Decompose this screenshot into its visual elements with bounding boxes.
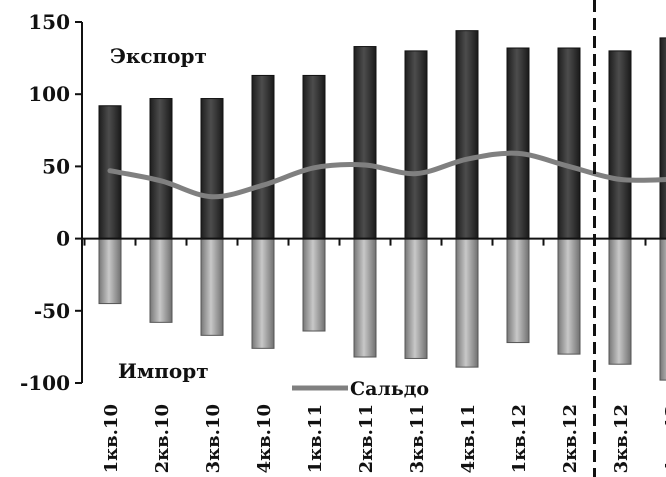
x-category-label-5: 1кв.11 xyxy=(305,404,326,473)
x-category-label-12: 4кв.12 xyxy=(662,404,666,473)
import-annotation: Импорт xyxy=(118,359,209,383)
legend: Сальдо xyxy=(292,378,429,400)
import-bar-10 xyxy=(557,238,581,355)
y-tick-label-1: 150 xyxy=(28,10,70,34)
x-category-label-3: 3кв.10 xyxy=(203,404,224,473)
x-category-label-11: 3кв.12 xyxy=(611,404,632,473)
export-bar-8 xyxy=(455,30,479,240)
export-bar-6 xyxy=(353,46,377,240)
import-bar-5 xyxy=(302,238,326,332)
export-bar-12 xyxy=(659,37,666,240)
export-bar-3 xyxy=(200,98,224,240)
y-tick-label-3: 50 xyxy=(42,154,70,178)
x-category-label-8: 4кв.11 xyxy=(458,404,479,473)
x-category-label-2: 2кв.10 xyxy=(152,404,173,473)
x-category-label-9: 1кв.12 xyxy=(509,404,530,473)
export-bar-2 xyxy=(149,98,173,240)
import-bar-8 xyxy=(455,238,479,368)
import-bar-4 xyxy=(251,238,275,349)
export-bar-5 xyxy=(302,74,326,240)
export-annotation: Экспорт xyxy=(110,44,207,68)
export-bar-7 xyxy=(404,50,428,240)
export-bar-10 xyxy=(557,47,581,240)
import-bar-7 xyxy=(404,238,428,359)
import-bar-3 xyxy=(200,238,224,336)
import-bar-11 xyxy=(608,238,632,365)
import-bar-12 xyxy=(659,238,666,381)
import-bar-1 xyxy=(98,238,122,305)
x-category-label-7: 3кв.11 xyxy=(407,404,428,473)
import-bar-9 xyxy=(506,238,530,344)
import-bar-6 xyxy=(353,238,377,358)
x-category-label-4: 4кв.10 xyxy=(254,404,275,473)
export-bar-9 xyxy=(506,47,530,240)
y-tick-label-5: -50 xyxy=(34,299,70,323)
x-category-label-10: 2кв.12 xyxy=(560,404,581,473)
legend-label-saldo: Сальдо xyxy=(350,378,429,400)
import-bar-2 xyxy=(149,238,173,323)
y-tick-label-6: -100 xyxy=(20,371,70,395)
saldo-line xyxy=(107,150,666,200)
x-category-label-1: 1кв.10 xyxy=(101,404,122,473)
export-bar-11 xyxy=(608,50,632,240)
export-bar-4 xyxy=(251,74,275,240)
y-tick-label-2: 100 xyxy=(28,82,70,106)
x-category-label-6: 2кв.11 xyxy=(356,404,377,473)
y-tick-label-4: 0 xyxy=(56,227,70,251)
